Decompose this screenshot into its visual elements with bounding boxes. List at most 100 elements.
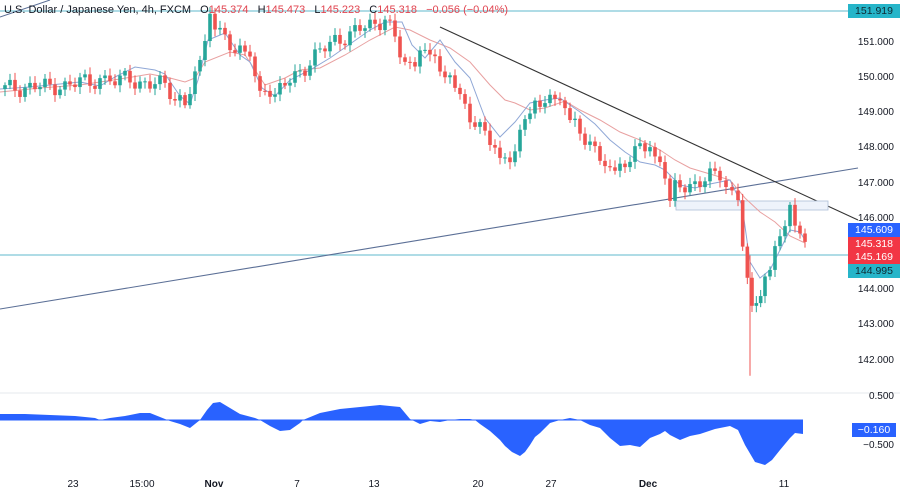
candle-body [263, 90, 267, 92]
price-change: −0.056 (−0.04%) [426, 4, 509, 16]
oscillator-value-tag: −0.160 [852, 423, 896, 437]
candle-body [188, 93, 192, 106]
candle-body [68, 81, 72, 85]
candle-body [498, 147, 502, 158]
candle-body [638, 143, 642, 147]
candle-body [53, 84, 57, 96]
candle-body [763, 276, 767, 297]
candle-body [393, 20, 397, 37]
ascending-trendline[interactable] [0, 167, 859, 310]
time-tick: 23 [67, 479, 79, 490]
candle-body [248, 51, 252, 57]
candle-body [698, 181, 702, 188]
candle-body [578, 118, 582, 134]
candle-body [588, 141, 592, 145]
candle-body [423, 49, 427, 51]
candle-body [238, 45, 242, 53]
fast-moving-average [0, 21, 806, 279]
candle-body [583, 133, 587, 145]
candle-body [468, 103, 472, 123]
price-tick: 144.000 [857, 284, 894, 295]
candle-body [138, 81, 142, 89]
candle-body [373, 19, 377, 24]
candle-body [618, 163, 622, 171]
upper-left-trendline[interactable] [0, 0, 51, 18]
candle-body [98, 78, 102, 89]
candle-body [228, 34, 232, 51]
symbol-title: U.S. Dollar / Japanese Yen, 4h, FXCM [4, 4, 192, 16]
descending-trendline[interactable] [439, 26, 859, 221]
candle-body [43, 78, 47, 88]
candle-body [48, 78, 52, 85]
candle-body [368, 19, 372, 29]
resistance-zone-box[interactable] [675, 200, 829, 211]
candle-body [388, 19, 392, 21]
candle-body [658, 156, 662, 163]
time-tick: 13 [368, 479, 380, 490]
price-tick: 148.000 [857, 142, 894, 153]
candle-body [313, 49, 317, 66]
candle-body [513, 151, 517, 163]
candle-body [378, 23, 382, 31]
candle-body [343, 43, 347, 46]
candle-body [73, 84, 77, 88]
candle-body [253, 56, 257, 77]
candle-body [298, 70, 302, 72]
candle-body [523, 119, 527, 130]
candle-body [493, 144, 497, 148]
candle-body [754, 303, 759, 306]
candle-body [768, 269, 772, 277]
price-tick: 150.000 [857, 72, 894, 83]
candle-body [668, 178, 672, 201]
candle-body [333, 34, 337, 42]
candle-body [363, 28, 367, 31]
candle-body [398, 36, 402, 58]
candle-body [203, 41, 207, 60]
candle-body [628, 161, 632, 168]
candle-body [28, 82, 32, 88]
candle-body [678, 180, 682, 188]
candle-body [293, 71, 297, 83]
candle-body [473, 122, 477, 127]
candle-body [3, 85, 7, 90]
candle-body [703, 181, 707, 188]
candle-body [533, 100, 537, 114]
time-tick: 11 [778, 479, 790, 490]
candle-body [278, 83, 282, 95]
candle-body [740, 200, 745, 247]
candle-body [183, 95, 187, 106]
time-tick: 27 [545, 479, 557, 490]
resistance-price-tag: 151.919 [848, 4, 900, 18]
support-price-tag: 144.995 [848, 264, 900, 278]
ohlc-high: H145.473 [257, 4, 306, 16]
candle-body [648, 147, 652, 152]
candle-body [718, 170, 722, 181]
candle-body [593, 141, 597, 147]
candle-body [553, 94, 557, 99]
candle-body [233, 50, 237, 53]
candle-body [730, 187, 734, 191]
candle-body [88, 74, 92, 86]
candle-body [123, 70, 127, 76]
candle-body [128, 70, 132, 83]
candle-body [478, 122, 482, 127]
candle-body [443, 71, 447, 78]
candle-body [323, 48, 327, 52]
candle-body [168, 82, 172, 100]
symbol-legend[interactable]: U.S. Dollar / Japanese Yen, 4h, FXCM O14… [4, 4, 514, 16]
candle-body [453, 75, 457, 88]
candle-body [58, 89, 62, 96]
time-tick: Dec [638, 479, 658, 490]
candle-body [568, 108, 572, 121]
candle-body [13, 79, 17, 91]
candlestick-series[interactable] [3, 7, 807, 376]
candle-body [18, 90, 22, 97]
candle-body [173, 99, 177, 101]
price-tick: 149.000 [857, 107, 894, 118]
candle-body [133, 82, 137, 89]
candle-body [758, 296, 763, 304]
candle-body [383, 19, 387, 31]
candle-body [538, 100, 542, 107]
slow-ma-price-tag: 145.169 [848, 250, 900, 264]
